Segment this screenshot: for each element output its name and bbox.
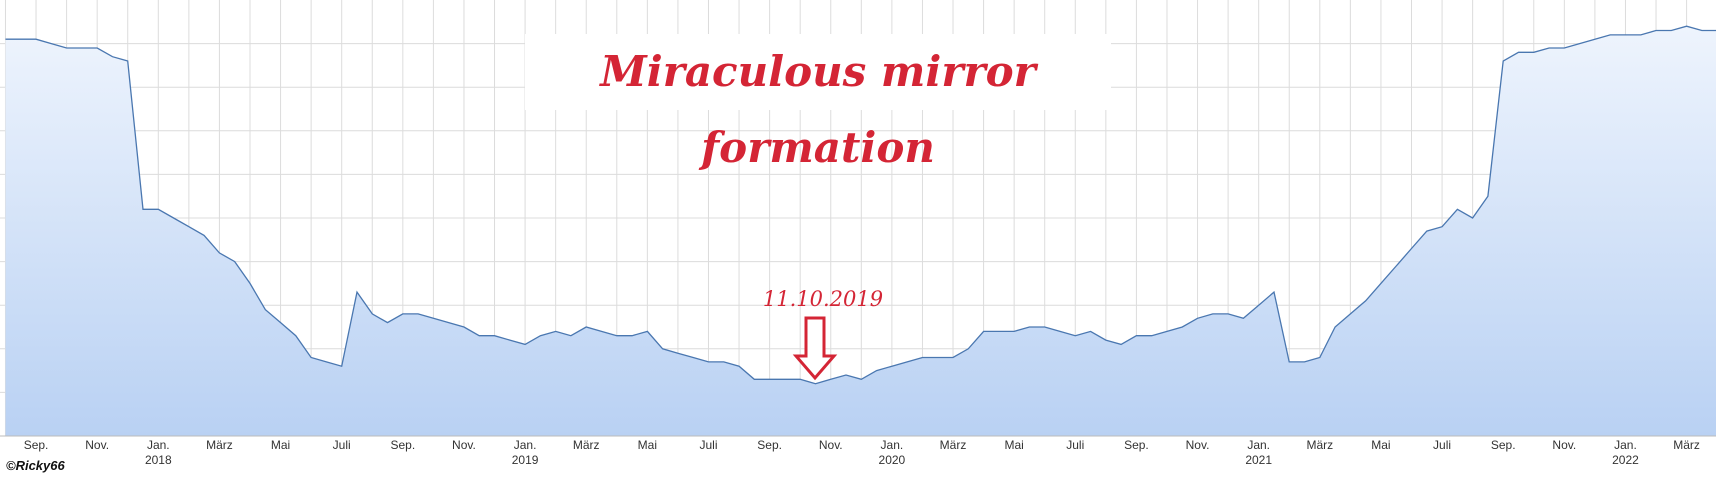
x-tick-label: Sep. — [1124, 438, 1149, 452]
x-tick-label: Juli — [699, 438, 718, 452]
x-tick-label: März — [939, 438, 967, 452]
title-background — [525, 34, 1111, 110]
x-tick-label: Mai — [1004, 438, 1024, 452]
x-tick-label: Sep. — [757, 438, 782, 452]
x-tick-label: März — [1306, 438, 1334, 452]
chart-title: Miraculous mirror formation — [600, 47, 1036, 172]
x-tick-label: Juli — [1066, 438, 1085, 452]
x-tick-label: Jan. 2021 — [1245, 438, 1273, 467]
x-tick-label: Nov. — [818, 438, 843, 452]
x-tick-label: März — [206, 438, 233, 452]
area-fill — [5, 26, 1716, 436]
x-tick-label: Juli — [1433, 438, 1452, 452]
annotation: 11.10.2019 — [762, 287, 884, 311]
x-tick-label: Mai — [1371, 438, 1391, 452]
x-tick-label: Nov. — [1552, 438, 1577, 452]
x-tick-label: Mai — [637, 438, 658, 452]
x-tick-label: Mai — [270, 438, 291, 452]
x-tick-label: Nov. — [452, 438, 476, 452]
x-tick-label: Jan. 2022 — [1612, 438, 1639, 467]
x-tick-label: Sep. — [1490, 438, 1516, 452]
x-tick-label: Jan. 2019 — [511, 438, 539, 467]
credit: ©Ricky66 — [6, 458, 65, 473]
x-tick-label: Nov. — [1185, 438, 1210, 452]
x-tick-label: Jan. 2020 — [878, 438, 906, 467]
x-tick-label: März — [1673, 438, 1700, 452]
x-tick-label: Sep. — [23, 438, 49, 452]
x-tick-label: Juli — [332, 438, 351, 452]
x-tick-label: März — [572, 438, 600, 452]
x-tick-label: Sep. — [390, 438, 416, 452]
x-tick-label: Jan. 2018 — [144, 438, 172, 467]
x-tick-label: Nov. — [85, 438, 110, 452]
line — [5, 25, 1716, 385]
